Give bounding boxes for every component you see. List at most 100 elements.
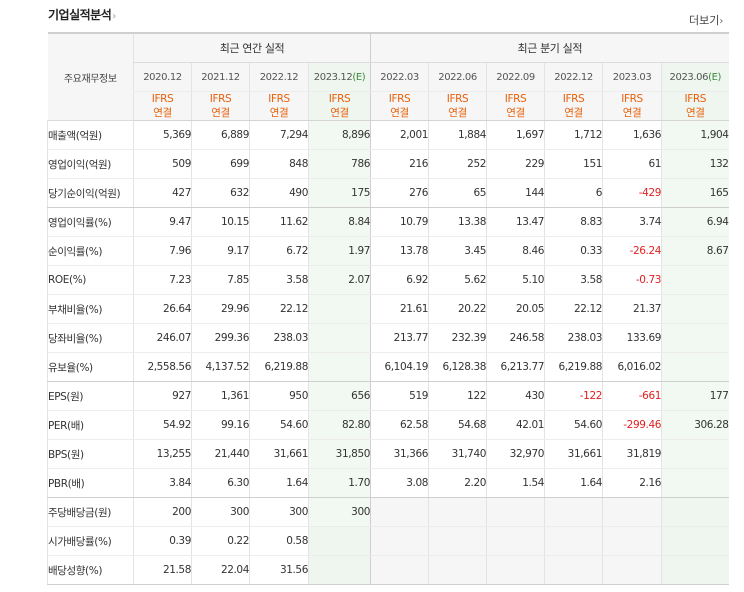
row-label: 매출액(억원) — [47, 120, 134, 150]
table-cell: 1.54 — [486, 468, 545, 498]
period-header: 2022.03 — [370, 62, 429, 92]
table-cell: 29.96 — [191, 294, 250, 324]
period-label: 2022.09 — [496, 71, 535, 83]
consolidated-label: 연결 — [211, 107, 230, 119]
table-cell: 632 — [191, 178, 250, 208]
chevron-right-icon: › — [719, 16, 724, 27]
table-cell — [661, 555, 729, 585]
table-cell: -122 — [544, 381, 603, 411]
period-header: 2022.12 — [544, 62, 603, 92]
estimate-mark: (E) — [708, 71, 722, 83]
table-cell: 6,016.02 — [602, 352, 662, 382]
table-row: 시가배당률(%) 0.39 0.22 0.58 — [47, 526, 729, 556]
table-cell: 246.58 — [486, 323, 545, 353]
period-label: 2021.12 — [201, 71, 240, 83]
table-cell — [661, 468, 729, 498]
table-cell — [370, 497, 429, 527]
row-label: ROE(%) — [47, 265, 134, 295]
consolidated-label: 연결 — [622, 107, 642, 119]
table-cell — [544, 526, 603, 556]
table-cell: 1.64 — [544, 468, 603, 498]
consolidated-label: 연결 — [153, 107, 172, 119]
quarter-header: 최근 분기 실적 — [370, 32, 729, 63]
table-cell: 21.61 — [370, 294, 429, 324]
table-cell: -26.24 — [602, 236, 662, 266]
more-link[interactable]: 더보기› — [689, 12, 723, 28]
table-cell: 848 — [249, 149, 309, 179]
table-cell: 7.23 — [133, 265, 192, 295]
table-cell: 2.07 — [307, 265, 371, 295]
more-link-label[interactable]: 더보기 — [689, 14, 720, 27]
table-cell: 200 — [133, 497, 192, 527]
table-cell: 31,661 — [544, 439, 603, 469]
table-cell: 54.60 — [249, 410, 309, 440]
table-cell — [661, 352, 729, 382]
consolidated-label: 연결 — [448, 107, 467, 119]
table-cell — [486, 555, 545, 585]
ifrs-label: IFRS — [621, 93, 643, 105]
table-cell: 6,104.19 — [370, 352, 429, 382]
table-cell: 13.38 — [428, 207, 487, 237]
table-cell: 31,740 — [428, 439, 487, 469]
ifrs-label: IFRS — [388, 93, 411, 105]
chevron-right-icon: › — [112, 11, 116, 22]
table-cell: 1.97 — [307, 236, 371, 266]
table-cell: 4,137.52 — [191, 352, 250, 382]
table-row: EPS(원) 927 1,361 950 656 519 122 430 -122 -661 177 — [47, 381, 729, 411]
ifrs-label: IFRS — [446, 93, 469, 105]
period-header: 2022.06 — [428, 62, 487, 92]
table-cell — [370, 555, 429, 585]
table-cell: 5,369 — [133, 120, 192, 150]
row-label: 배당성향(%) — [47, 555, 134, 585]
table-row: PBR(배) 3.84 6.30 1.64 1.70 3.08 2.20 1.54 1.64 2.… — [47, 468, 729, 498]
table-cell: 2,558.56 — [133, 352, 192, 382]
table-cell — [486, 497, 545, 527]
table-cell: 927 — [133, 381, 192, 411]
section-title-text: 기업실적분석 — [48, 8, 112, 22]
table-cell: 21,440 — [191, 439, 250, 469]
row-label: BPS(원) — [47, 439, 134, 469]
table-cell: 0.22 — [191, 526, 250, 556]
table-cell: 3.58 — [249, 265, 309, 295]
table-cell: 3.45 — [428, 236, 487, 266]
table-cell — [661, 294, 729, 324]
table-cell: 8.46 — [486, 236, 545, 266]
table-cell: 6 — [544, 178, 603, 208]
table-cell: 252 — [428, 149, 487, 179]
table-cell: 232.39 — [428, 323, 487, 353]
table-cell: 22.12 — [249, 294, 309, 324]
row-label: 주당배당금(원) — [47, 497, 134, 527]
row-label: 부채비율(%) — [47, 294, 134, 324]
ifrs-label: IFRS — [151, 93, 174, 105]
table-cell: 144 — [486, 178, 545, 208]
estimate-mark: (E) — [352, 71, 366, 83]
accounting-standard: IFRS 연결 — [544, 91, 603, 121]
table-cell: 6.72 — [249, 236, 309, 266]
table-cell: 21.58 — [133, 555, 192, 585]
table-cell: 0.39 — [133, 526, 192, 556]
table-cell: 306.28 — [661, 410, 729, 440]
accounting-standard: IFRS 연결 — [602, 91, 662, 121]
table-cell: 122 — [428, 381, 487, 411]
table-cell: 6,219.88 — [544, 352, 603, 382]
table-cell: 11.62 — [249, 207, 309, 237]
period-label: 2022.03 — [380, 71, 419, 83]
table-cell: 786 — [307, 149, 371, 179]
table-row: 배당성향(%) 21.58 22.04 31.56 — [47, 555, 729, 585]
consolidated-label: 연결 — [269, 107, 289, 119]
table-cell — [370, 526, 429, 556]
period-header: 2022.12 — [249, 62, 309, 92]
table-cell: 32,970 — [486, 439, 545, 469]
row-label: PER(배) — [47, 410, 134, 440]
table-cell: 13.47 — [486, 207, 545, 237]
table-row: PER(배) 54.92 99.16 54.60 82.80 62.58 54.68 42.0… — [47, 410, 729, 440]
accounting-standard: IFRS 연결 — [428, 91, 487, 121]
table-cell: 3.58 — [544, 265, 603, 295]
table-cell: 6,213.77 — [486, 352, 545, 382]
table-cell: 8.83 — [544, 207, 603, 237]
table-cell — [661, 526, 729, 556]
table-cell: 99.16 — [191, 410, 250, 440]
table-cell: 31.56 — [249, 555, 309, 585]
accounting-standard: IFRS 연결 — [370, 91, 429, 121]
ifrs-label: IFRS — [562, 93, 585, 105]
